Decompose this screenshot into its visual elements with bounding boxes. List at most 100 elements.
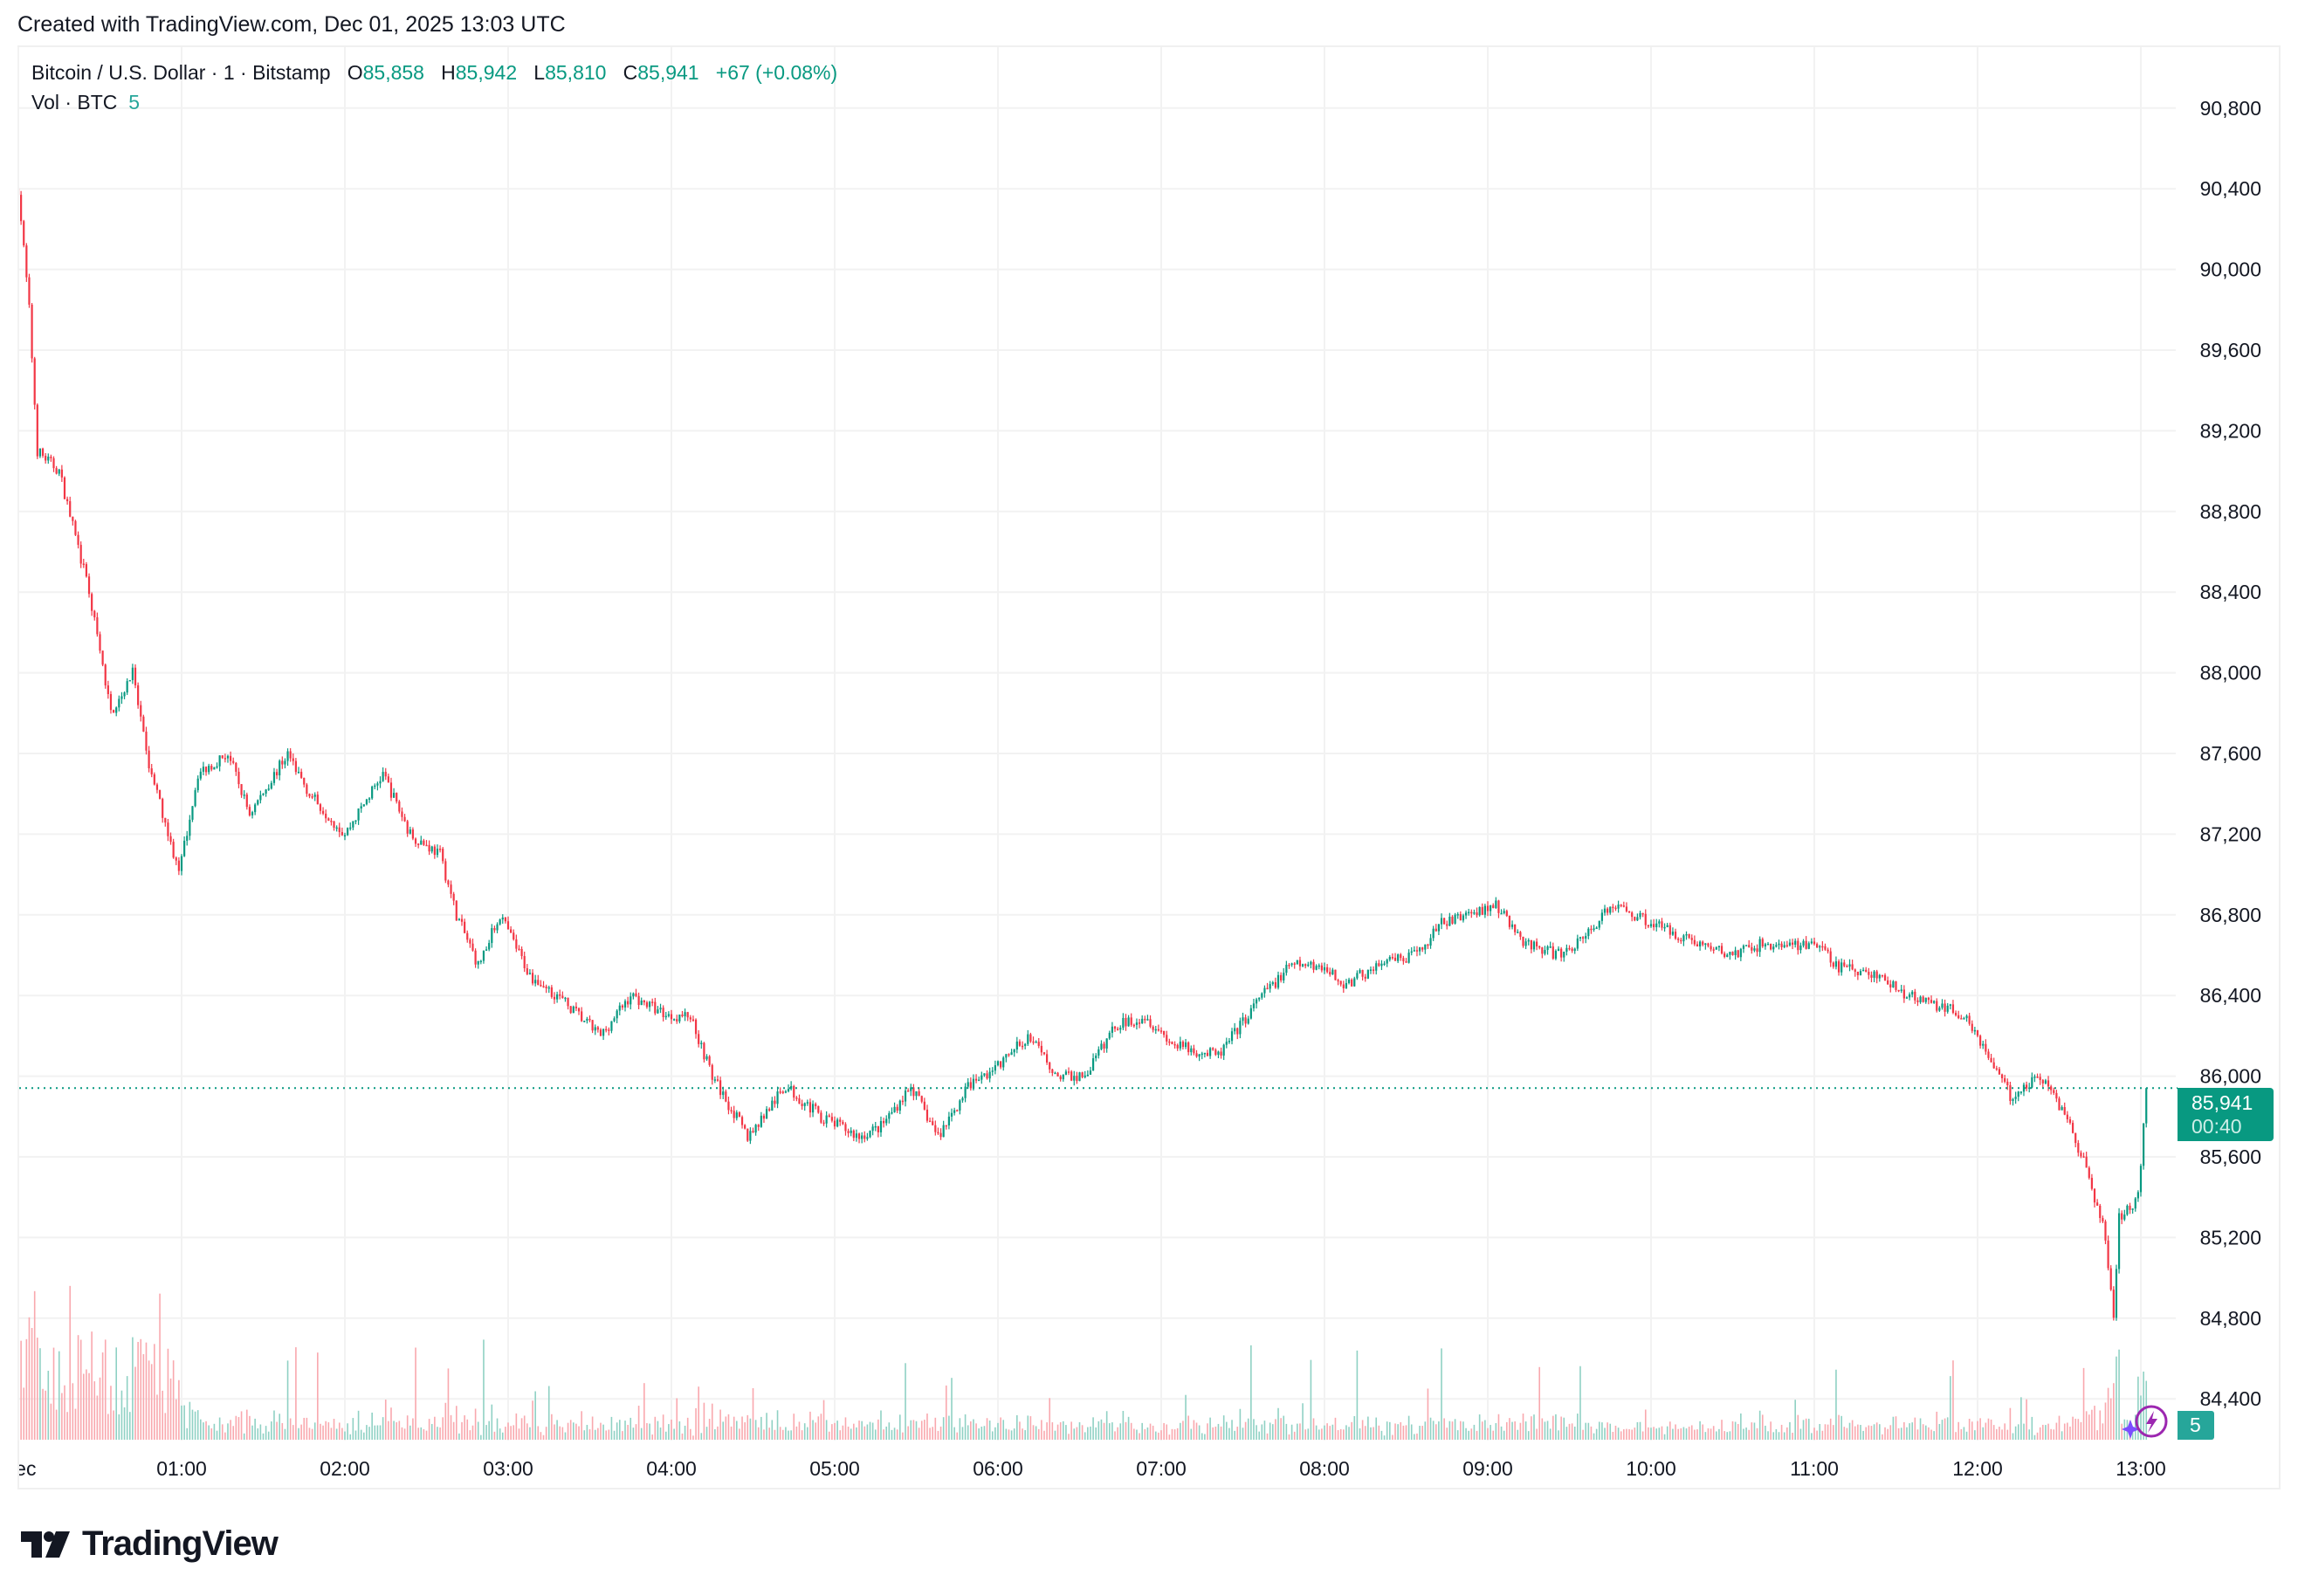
symbol-title[interactable]: Bitcoin / U.S. Dollar · 1 · Bitstamp — [31, 61, 331, 84]
volume-bar — [763, 1429, 765, 1440]
candle — [1440, 918, 1443, 925]
candle — [664, 1015, 667, 1018]
volume-bar — [1511, 1421, 1513, 1440]
volume-bar — [1636, 1421, 1639, 1440]
volume-bar — [208, 1425, 210, 1440]
volume-bar — [1277, 1407, 1279, 1440]
volume-bar — [1882, 1434, 1883, 1440]
candle — [871, 1126, 874, 1132]
volume-bar — [1889, 1425, 1892, 1440]
candle — [321, 810, 325, 814]
volume-bar — [118, 1414, 120, 1440]
volume-bar — [1400, 1421, 1402, 1440]
candle — [1938, 1008, 1941, 1011]
sparkle-icon — [2122, 1420, 2140, 1439]
volume-bar — [1716, 1431, 1717, 1440]
candle — [1402, 958, 1405, 962]
volume-bar — [1694, 1429, 1696, 1440]
candle — [937, 1132, 939, 1134]
volume-bar — [529, 1427, 531, 1440]
candle — [2134, 1198, 2136, 1209]
volume-bar — [230, 1420, 231, 1440]
volume-bar — [1604, 1427, 1606, 1440]
volume-bar — [910, 1420, 912, 1440]
candle — [2143, 1123, 2145, 1166]
candle — [765, 1109, 768, 1119]
candle — [842, 1121, 844, 1125]
volume-bar — [72, 1383, 74, 1440]
candle — [1184, 1042, 1187, 1048]
candle — [1152, 1026, 1154, 1030]
volume-bar — [444, 1402, 447, 1440]
volume-bar — [1136, 1429, 1138, 1440]
candle — [925, 1109, 929, 1121]
candle — [861, 1135, 863, 1139]
volume-bar — [1848, 1422, 1851, 1440]
candle — [2115, 1269, 2118, 1318]
candle — [438, 849, 442, 850]
candle — [294, 760, 297, 773]
volume-bar — [471, 1425, 474, 1440]
volume-bar — [597, 1427, 599, 1440]
candle — [1476, 912, 1478, 916]
candle — [1658, 921, 1661, 924]
candle — [1154, 1028, 1157, 1031]
volume-bar — [430, 1423, 433, 1440]
volume-bar — [1256, 1425, 1257, 1440]
candle — [953, 1110, 956, 1113]
candle — [259, 795, 262, 801]
volume-bar — [1663, 1434, 1666, 1440]
candle — [2055, 1092, 2058, 1099]
candle — [2053, 1090, 2055, 1093]
volume-bar — [200, 1419, 202, 1440]
candle — [1985, 1043, 1987, 1052]
candle — [162, 798, 164, 818]
volume-bar — [1854, 1426, 1856, 1440]
candle — [477, 960, 479, 965]
volume-bar — [646, 1423, 648, 1440]
volume-bar — [20, 1340, 22, 1440]
volume-bar — [1187, 1415, 1189, 1440]
lightning-icon[interactable] — [2122, 1400, 2171, 1444]
volume-bar — [932, 1427, 933, 1440]
candle — [1503, 911, 1505, 913]
volume-bar — [635, 1424, 637, 1440]
candle — [983, 1073, 986, 1076]
candle — [501, 917, 504, 920]
candle — [1565, 947, 1568, 952]
volume-label[interactable]: Vol · BTC — [31, 91, 118, 114]
volume-bar — [1758, 1410, 1761, 1440]
candle — [1146, 1019, 1149, 1021]
candle — [1908, 994, 1911, 998]
volume-bar — [1587, 1422, 1590, 1440]
volume-bar — [690, 1428, 691, 1440]
volume-bar — [1824, 1424, 1827, 1440]
volume-bar — [1503, 1430, 1505, 1440]
candle — [1641, 912, 1644, 915]
candle — [41, 448, 45, 457]
candle — [447, 880, 450, 885]
tradingview-logo[interactable]: TradingView — [21, 1524, 279, 1564]
volume-bar — [1204, 1434, 1206, 1440]
volume-bar — [1435, 1424, 1437, 1440]
candle — [540, 985, 542, 987]
candle — [972, 1078, 975, 1089]
candle — [673, 1019, 676, 1021]
candle — [1834, 961, 1838, 967]
volume-bar — [1792, 1433, 1793, 1440]
volume-bar — [126, 1376, 128, 1440]
volume-bar — [556, 1420, 558, 1440]
candle — [1290, 963, 1293, 966]
volume-bar — [1228, 1427, 1230, 1440]
candle — [374, 785, 376, 788]
volume-bar — [967, 1425, 969, 1440]
volume-bar — [513, 1425, 515, 1440]
volume-bar — [542, 1434, 545, 1440]
candle — [980, 1075, 983, 1080]
volume-bar — [1032, 1425, 1035, 1440]
candle — [996, 1061, 1000, 1066]
candle — [1649, 924, 1653, 927]
volume-bar — [1315, 1425, 1318, 1440]
volume-bar — [664, 1431, 667, 1440]
